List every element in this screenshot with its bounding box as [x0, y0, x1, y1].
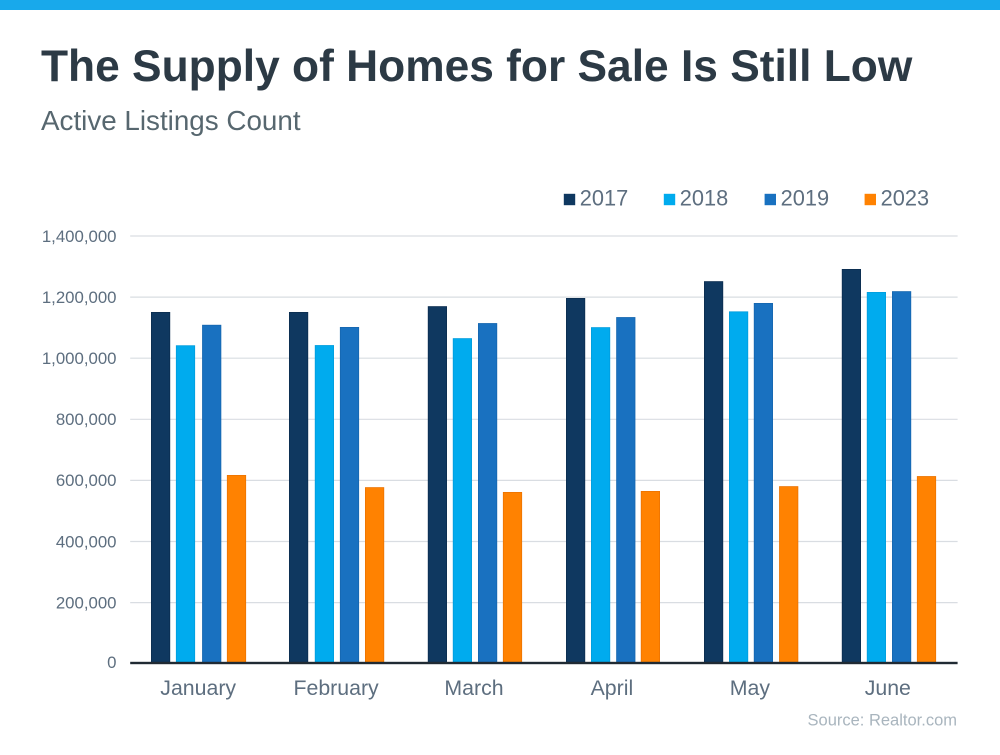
svg-text:June: June	[865, 676, 911, 700]
svg-text:The Supply of Homes for Sale I: The Supply of Homes for Sale Is Still Lo…	[41, 42, 913, 91]
svg-text:May: May	[730, 676, 771, 700]
svg-text:Active Listings Count: Active Listings Count	[41, 105, 301, 136]
svg-text:0: 0	[107, 653, 116, 672]
svg-text:600,000: 600,000	[56, 471, 117, 490]
svg-text:200,000: 200,000	[56, 593, 117, 612]
svg-text:April: April	[591, 676, 634, 700]
svg-text:1,000,000: 1,000,000	[42, 349, 117, 368]
svg-text:Source: Realtor.com: Source: Realtor.com	[808, 712, 957, 730]
svg-text:2019: 2019	[781, 186, 830, 211]
svg-text:2018: 2018	[680, 186, 729, 211]
svg-text:March: March	[444, 676, 503, 700]
svg-text:2023: 2023	[881, 186, 930, 211]
svg-text:January: January	[160, 676, 236, 700]
svg-text:800,000: 800,000	[56, 410, 117, 429]
svg-text:February: February	[293, 676, 379, 700]
svg-text:1,200,000: 1,200,000	[42, 288, 117, 307]
svg-text:400,000: 400,000	[56, 532, 117, 551]
svg-text:2017: 2017	[580, 186, 629, 211]
svg-text:1,400,000: 1,400,000	[42, 227, 117, 246]
